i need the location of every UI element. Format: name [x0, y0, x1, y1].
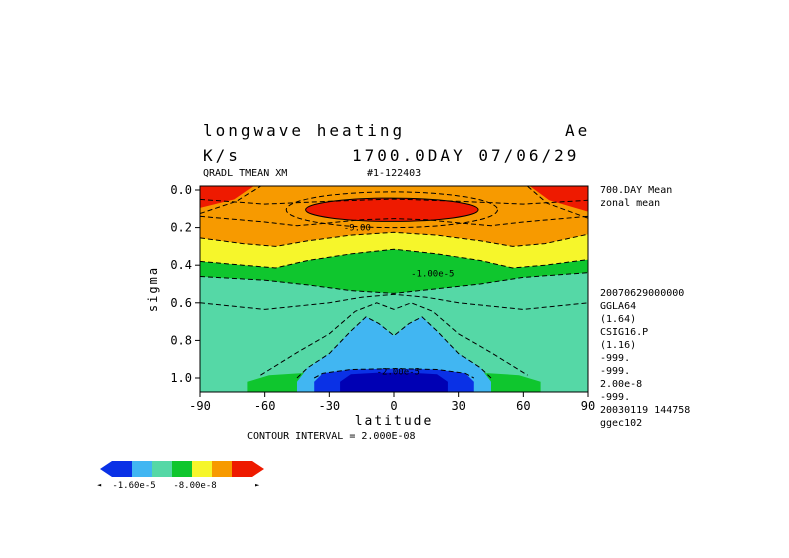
metadata-line: CSIG16.P — [600, 327, 649, 338]
band-navy — [340, 372, 448, 392]
metadata-line: ggec102 — [600, 418, 643, 429]
metadata-line: 2.00e-8 — [600, 379, 643, 390]
y-tick-label: 0.8 — [170, 333, 192, 347]
x-tick-label: 30 — [451, 399, 465, 413]
colorbar-label: -1.60e-5 — [112, 481, 156, 491]
mean-period-label: 700.DAY Mean — [600, 185, 673, 196]
metadata-line: 20030119 144758 — [600, 405, 691, 416]
metadata-line: (1.64) — [600, 314, 637, 325]
contour-label: -9.00 — [344, 224, 371, 234]
colorbar-arrow-right — [252, 461, 264, 477]
y-tick-label: 0.0 — [170, 183, 192, 197]
metadata-panel: 20070629000000 GGLA64 (1.64) CSIG16.P (1.16)… — [600, 287, 690, 430]
colorbar-segment-blue — [112, 461, 132, 477]
colorbar-segment-green — [172, 461, 192, 477]
colorbar-segment-orange — [212, 461, 232, 477]
metadata-line: -999. — [600, 353, 631, 364]
units-label: K/s — [203, 146, 241, 165]
contour-line — [200, 248, 588, 269]
variable-label: QRADL TMEAN XM — [203, 168, 288, 179]
contour-field — [200, 186, 588, 392]
page-title: longwave heating — [203, 121, 406, 140]
contour-line — [296, 316, 492, 379]
record-id-label: #1-122403 — [367, 168, 422, 179]
contour-label: -2.00e-5 — [377, 367, 420, 377]
contour-line — [200, 215, 588, 227]
band-red — [200, 186, 254, 208]
y-tick-label: 0.6 — [170, 296, 192, 310]
metadata-line: 20070629000000 — [600, 288, 685, 299]
y-tick-label: 1.0 — [170, 371, 192, 385]
zonal-mean-label: zonal mean — [600, 198, 661, 209]
y-axis-title: sigma — [146, 266, 160, 312]
contour-line — [200, 186, 261, 214]
band-red-blob — [305, 197, 479, 222]
colorbar-arrow-left — [100, 461, 112, 477]
colorbar-segment-cyan — [132, 461, 152, 477]
contour-line — [200, 293, 588, 310]
x-tick-label: -90 — [189, 399, 211, 413]
colorbar-label: -8.00e-8 — [173, 481, 217, 491]
band-red — [529, 186, 588, 212]
metadata-line: -999. — [600, 366, 631, 377]
contour-plot: -90 -60 -30 0 30 60 90 0.0 0.2 0.4 0.6 0.8 1.0 latitu… — [146, 183, 595, 429]
contour-line — [527, 186, 588, 219]
x-tick-label: -60 — [254, 399, 276, 413]
contour-line — [313, 368, 475, 379]
colorbar-segment-red — [232, 461, 252, 477]
contour-line — [285, 191, 498, 229]
y-tick-label: 0.2 — [170, 221, 192, 235]
colorbar: -1.60e-5 -8.00e-8 ◄ ► — [97, 461, 264, 491]
colorbar-end-marker: ► — [255, 481, 260, 489]
contour-line — [200, 231, 588, 247]
time-label: 1700.0DAY 07/06/29 — [352, 146, 580, 165]
metadata-line: -999. — [600, 392, 631, 403]
contour-line — [200, 198, 588, 205]
contour-interval-label: CONTOUR INTERVAL = 2.000E-08 — [247, 431, 416, 442]
colorbar-segment-yellow — [192, 461, 212, 477]
contour-label: -1.00e-5 — [411, 270, 454, 280]
colorbar-segment-turquoise — [152, 461, 172, 477]
contour-line — [200, 272, 588, 294]
title-right-code: Ae — [565, 121, 591, 140]
x-tick-label: 90 — [581, 399, 595, 413]
metadata-line: GGLA64 — [600, 301, 637, 312]
x-tick-label: -30 — [318, 399, 340, 413]
x-tick-label: 0 — [390, 399, 397, 413]
colorbar-end-marker: ◄ — [97, 481, 102, 489]
contour-line — [260, 302, 528, 376]
x-tick-label: 60 — [516, 399, 530, 413]
y-tick-label: 0.4 — [170, 258, 192, 272]
metadata-line: (1.16) — [600, 340, 637, 351]
x-axis-title: latitude — [355, 414, 434, 429]
